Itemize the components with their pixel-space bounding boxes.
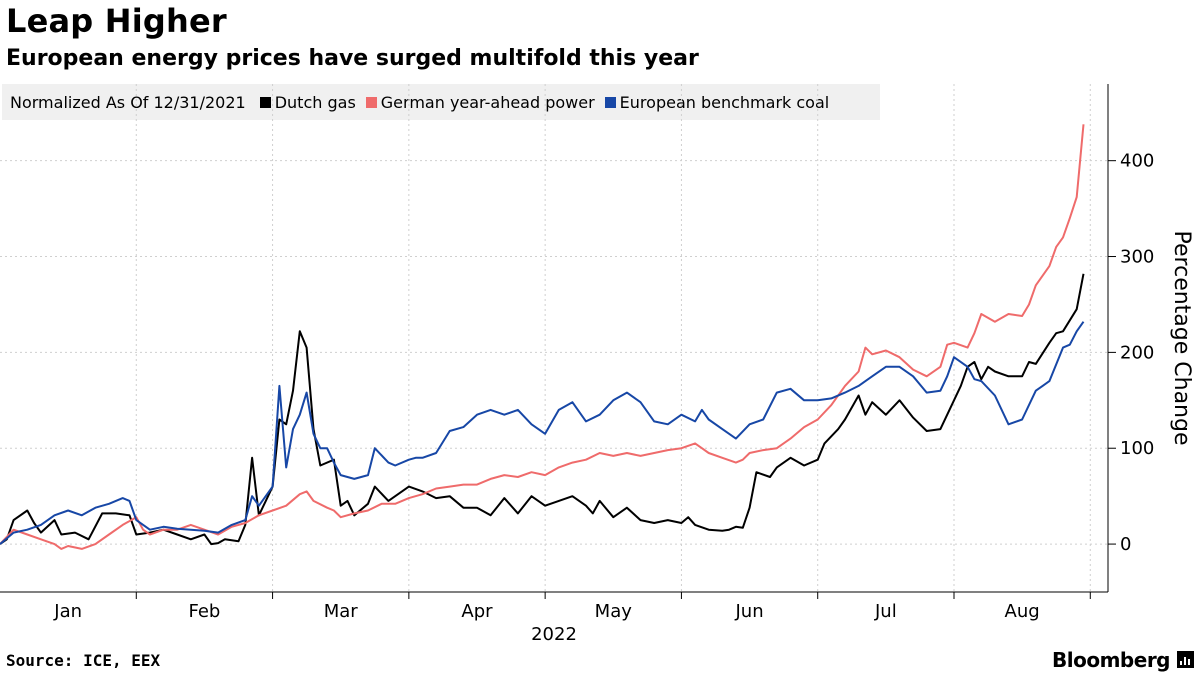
chart-legend: Normalized As Of 12/31/2021 Dutch gas Ge… [2, 84, 880, 120]
y-tick-label-100: 100 [1120, 438, 1154, 459]
legend-swatch-german-power [365, 96, 377, 108]
x-tick-label-jun: Jun [735, 601, 764, 622]
y-tick-label-400: 400 [1120, 151, 1154, 172]
x-tick-label-may: May [595, 601, 633, 622]
x-axis-year-label: 2022 [531, 624, 577, 645]
x-tick-label-jul: Jul [874, 601, 897, 622]
y-tick-label-200: 200 [1120, 342, 1154, 363]
y-axis-title: Percentage Change [1169, 231, 1194, 446]
chart-subtitle: European energy prices have surged multi… [6, 46, 699, 71]
series-line-european-benchmark-coal [0, 321, 1085, 545]
bloomberg-logo: Bloomberg [1052, 648, 1170, 672]
legend-label-dutch-gas: Dutch gas [274, 92, 356, 112]
series-line-dutch-gas [0, 273, 1085, 546]
series-line-german-year-ahead-power [0, 124, 1085, 550]
y-tick-label-0: 0 [1120, 534, 1131, 555]
legend-label-german-power: German year-ahead power [380, 92, 595, 112]
legend-swatch-european-coal [604, 96, 616, 108]
legend-normalization-note: Normalized As Of 12/31/2021 [10, 92, 246, 112]
legend-label-european-coal: European benchmark coal [619, 92, 830, 112]
legend-item-dutch-gas: Dutch gas [259, 92, 356, 112]
x-tick-label-aug: Aug [1005, 601, 1040, 622]
bloomberg-terminal-icon [1177, 651, 1194, 668]
y-tick-label-300: 300 [1120, 247, 1154, 268]
legend-item-european-coal: European benchmark coal [604, 92, 830, 112]
legend-item-german-power: German year-ahead power [365, 92, 595, 112]
x-tick-label-apr: Apr [461, 601, 493, 622]
source-note: Source: ICE, EEX [6, 651, 161, 670]
x-tick-label-feb: Feb [188, 601, 220, 622]
x-tick-label-jan: Jan [53, 601, 82, 622]
chart-title: Leap Higher [6, 2, 227, 40]
legend-swatch-dutch-gas [259, 96, 271, 108]
x-tick-label-mar: Mar [324, 601, 359, 622]
